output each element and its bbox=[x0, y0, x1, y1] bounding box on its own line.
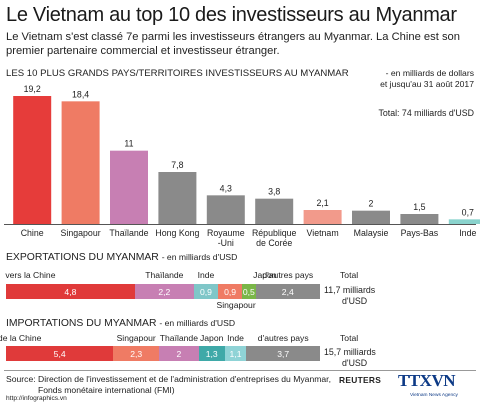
exports-bar-total-line1: 11,7 milliards bbox=[324, 285, 376, 295]
exports-bar-category-2: Inde bbox=[197, 270, 215, 280]
imports-bar-total-label: Total bbox=[340, 333, 359, 343]
source-note: Source: Direction de l'investissement et… bbox=[6, 374, 336, 396]
bar-value-label-2: 11 bbox=[124, 139, 133, 149]
imports-bar-category-1: Singapour bbox=[116, 333, 156, 343]
bar-category-label-8: Pays-Bas bbox=[401, 228, 439, 238]
bar-category-label-5-line2: de Corée bbox=[256, 238, 292, 248]
exports-title: EXPORTATIONS DU MYANMAR bbox=[6, 252, 159, 263]
exports-bar-segment-3: 0,9 bbox=[218, 284, 243, 299]
source-line2: Fonds monétaire international (FMI) bbox=[38, 385, 175, 395]
exports-heading: EXPORTATIONS DU MYANMAR - en milliards d… bbox=[6, 252, 237, 263]
ttxvn-logo: TTXVN bbox=[398, 371, 456, 390]
bar-value-label-9: 0,7 bbox=[462, 207, 474, 217]
bar-9 bbox=[448, 219, 480, 224]
exports-bar-category-0: vers la Chine bbox=[5, 270, 56, 280]
ttxvn-subtitle: Vietnam News Agency bbox=[410, 393, 458, 398]
bar-category-label-4-line2: -Uni bbox=[218, 238, 234, 248]
imports-bar-segment-0: 5,4 bbox=[6, 346, 114, 361]
imports-bar-category-4: Inde bbox=[227, 333, 244, 343]
imports-unit: - en milliards d'USD bbox=[159, 318, 236, 328]
imports-bar-total-line2: d'USD bbox=[342, 358, 368, 368]
exports-bar-total-line2: d'USD bbox=[342, 296, 368, 306]
imports-bar-category-0: de la Chine bbox=[0, 333, 42, 343]
bar-value-label-0: 19,2 bbox=[24, 84, 41, 94]
bar-4 bbox=[206, 195, 245, 224]
bar-7 bbox=[352, 210, 390, 224]
bar-category-label-7: Malaysie bbox=[354, 228, 389, 238]
exports-bar-segment-1: 2,2 bbox=[134, 284, 194, 299]
intro-text: Le Vietnam s'est classé 7e parmi les inv… bbox=[6, 31, 460, 57]
exports-bar-segment-5: 2,4 bbox=[255, 284, 320, 299]
bar-category-label-5: République bbox=[252, 228, 297, 238]
bar-chart-heading: LES 10 PLUS GRANDS PAYS/TERRITOIRES INVE… bbox=[6, 68, 349, 79]
bar-category-label-3: Hong Kong bbox=[155, 228, 199, 238]
imports-bar-segment-3: 1,3 bbox=[198, 346, 225, 361]
imports-bar-category-2: Thaïlande bbox=[159, 333, 199, 343]
imports-bar-segment-5: 3,7 bbox=[246, 346, 320, 361]
bar-category-label-6: Vietnam bbox=[307, 228, 339, 238]
imports-bar-segment-1: 2,3 bbox=[113, 346, 160, 361]
footer-divider bbox=[4, 370, 476, 371]
investors-bar-chart: 19,2 Chine 18,4 Singapour 11 Thaïlande 7,8 Hong… bbox=[4, 84, 480, 248]
bar-5 bbox=[255, 198, 294, 224]
bar-value-label-8: 1,5 bbox=[413, 202, 425, 212]
imports-bar-category-3: Japon bbox=[199, 333, 224, 343]
bar-8 bbox=[400, 214, 439, 224]
exports-bar-total-value: 11,7 milliards d'USD bbox=[324, 285, 375, 307]
site-url: http://infographics.vn bbox=[6, 395, 67, 402]
bar-chart-total: Total: 74 milliards d'USD bbox=[378, 108, 474, 118]
exports-bar-category-5: d'autres pays bbox=[262, 270, 314, 280]
imports-title: IMPORTATIONS DU MYANMAR bbox=[6, 318, 157, 329]
bar-chart-unit-line2: et jusqu'au 31 août 2017 bbox=[380, 79, 474, 89]
bar-chart-unit-line1: - en milliards de dollars bbox=[385, 68, 474, 78]
imports-heading: IMPORTATIONS DU MYANMAR - en milliards d… bbox=[6, 318, 235, 329]
imports-bar-segment-4: 1,1 bbox=[224, 346, 247, 361]
bar-1 bbox=[61, 101, 100, 224]
bar-0 bbox=[13, 96, 52, 224]
bar-category-label-1: Singapour bbox=[61, 228, 101, 238]
bar-2 bbox=[110, 150, 148, 224]
bar-value-label-5: 3,8 bbox=[268, 187, 280, 197]
exports-bar-segment-4: 0,5 bbox=[242, 284, 256, 299]
exports-bar-category-3: Singapour bbox=[216, 300, 256, 310]
imports-bar-segment-2: 2 bbox=[159, 346, 199, 361]
bar-6 bbox=[303, 210, 342, 224]
imports-bar-total-value: 15,7 milliards d'USD bbox=[324, 347, 376, 369]
bar-value-label-3: 7,8 bbox=[171, 160, 183, 170]
bar-chart-unit: - en milliards de dollars et jusqu'au 31… bbox=[314, 68, 474, 90]
bar-category-label-0: Chine bbox=[21, 228, 44, 238]
bar-value-label-4: 4,3 bbox=[220, 183, 232, 193]
exports-unit: - en milliards d'USD bbox=[161, 252, 238, 262]
exports-bar-total-label: Total bbox=[340, 270, 359, 280]
exports-bar-segment-0: 4,8 bbox=[6, 284, 135, 299]
imports-bar-total-line1: 15,7 milliards bbox=[324, 347, 376, 357]
imports-stacked-bar: 5,4 de la Chine 2,3 Singapour 2 Thaïlande 1,3 J… bbox=[0, 330, 480, 370]
bar-category-label-4: Royaume bbox=[207, 228, 245, 238]
imports-bar-category-5: d'autres pays bbox=[257, 333, 309, 343]
bar-category-label-9: Inde bbox=[459, 228, 476, 238]
bar-category-label-2: Thaïlande bbox=[109, 228, 148, 238]
exports-stacked-bar: 4,8 vers la Chine 2,2 Thaïlande 0,9 Inde 0,9 Si… bbox=[0, 264, 480, 318]
exports-bar-category-4: Japon bbox=[253, 270, 277, 280]
reuters-logo: REUTERS bbox=[339, 375, 382, 385]
bar-3 bbox=[158, 172, 197, 224]
page-title: Le Vietnam au top 10 des investisseurs a… bbox=[6, 4, 457, 26]
exports-bar-category-1: Thaïlande bbox=[145, 270, 184, 280]
bar-value-label-7: 2 bbox=[369, 199, 374, 209]
source-line1: Source: Direction de l'investissement et… bbox=[6, 374, 331, 384]
bar-value-label-1: 18,4 bbox=[72, 89, 89, 99]
exports-bar-segment-2: 0,9 bbox=[193, 284, 218, 299]
bar-value-label-6: 2,1 bbox=[316, 198, 328, 208]
